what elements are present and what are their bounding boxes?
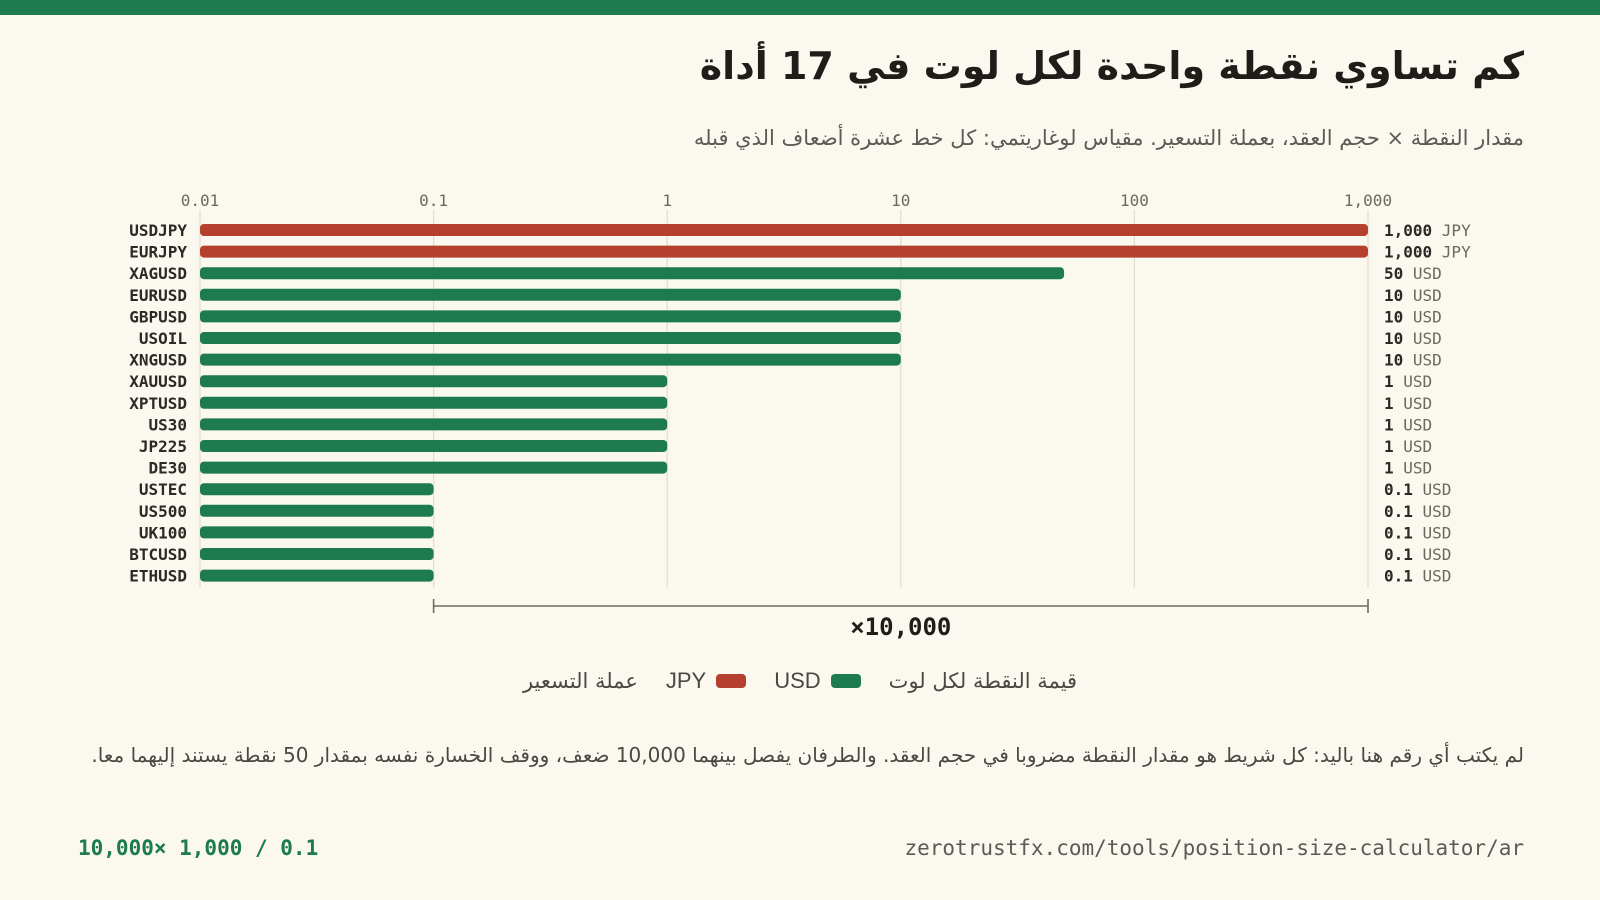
bar bbox=[200, 461, 668, 474]
x-tick-label: 0.1 bbox=[419, 191, 448, 210]
x-tick-label: 1,000 bbox=[1344, 191, 1392, 210]
category-label: XAGUSD bbox=[129, 264, 187, 283]
legend: قيمة النقطة لكل لوت USD JPY عملة التسعير bbox=[0, 668, 1600, 694]
bar bbox=[200, 569, 434, 582]
category-label: UK100 bbox=[139, 523, 187, 542]
bar bbox=[200, 483, 434, 496]
value-label: 0.1 USD bbox=[1384, 480, 1451, 499]
value-label: 1 USD bbox=[1384, 437, 1432, 456]
bar bbox=[200, 288, 901, 301]
footer-url[interactable]: zerotrustfx.com/tools/position-size-calc… bbox=[904, 836, 1524, 860]
value-label: 1 USD bbox=[1384, 372, 1432, 391]
x-tick-label: 1 bbox=[662, 191, 672, 210]
bar-chart: 0.01 0.1 1 10 100 1,000 USDJPY 1,000 JPY EURJPY 1… bbox=[129, 191, 1471, 640]
category-label: US30 bbox=[148, 415, 187, 434]
legend-item-jpy: JPY bbox=[665, 668, 747, 694]
bar bbox=[200, 440, 668, 452]
category-label: USDJPY bbox=[129, 221, 187, 240]
category-label: US500 bbox=[139, 502, 187, 521]
value-label: 1,000 JPY bbox=[1384, 221, 1471, 240]
bar bbox=[200, 375, 668, 388]
x-tick-label: 0.01 bbox=[181, 191, 220, 210]
value-label: 10 USD bbox=[1384, 351, 1442, 370]
value-label: 0.1 USD bbox=[1384, 502, 1451, 521]
value-label: 0.1 USD bbox=[1384, 545, 1451, 564]
category-label: EURJPY bbox=[129, 243, 187, 262]
category-label: USTEC bbox=[139, 480, 187, 499]
footer-formula: 10,000× 1,000 / 0.1 bbox=[78, 836, 319, 860]
value-label: 10 USD bbox=[1384, 307, 1442, 326]
category-label: JP225 bbox=[139, 437, 187, 456]
category-label: GBPUSD bbox=[129, 307, 187, 326]
category-label: XPTUSD bbox=[129, 394, 187, 413]
category-label: BTCUSD bbox=[129, 545, 187, 564]
bar bbox=[200, 396, 668, 409]
x-tick-label: 100 bbox=[1120, 191, 1149, 210]
legend-usd-label: USD bbox=[774, 668, 821, 693]
category-label: XAUUSD bbox=[129, 372, 187, 391]
bar bbox=[200, 548, 434, 560]
page-subtitle: مقدار النقطة × حجم العقد، بعملة التسعير.… bbox=[693, 126, 1524, 150]
value-label: 1,000 JPY bbox=[1384, 243, 1471, 262]
value-label: 0.1 USD bbox=[1384, 567, 1451, 586]
legend-title: قيمة النقطة لكل لوت bbox=[888, 669, 1078, 693]
bar bbox=[200, 504, 434, 517]
legend-trailing: عملة التسعير bbox=[522, 669, 638, 693]
bar bbox=[200, 332, 901, 344]
bar bbox=[200, 224, 1368, 236]
range-bracket-label: ×10,000 bbox=[850, 613, 951, 640]
bar bbox=[200, 310, 901, 323]
usd-swatch bbox=[830, 674, 861, 688]
category-label: EURUSD bbox=[129, 286, 187, 305]
value-label: 1 USD bbox=[1384, 415, 1432, 434]
page-title: كم تساوي نقطة واحدة لكل لوت في 17 أداة bbox=[699, 44, 1524, 88]
category-label: USOIL bbox=[139, 329, 187, 348]
value-label: 0.1 USD bbox=[1384, 523, 1451, 542]
bar bbox=[200, 267, 1065, 280]
category-label: ETHUSD bbox=[129, 567, 187, 586]
explanatory-note: لم يكتب أي رقم هنا باليد: كل شريط هو مقد… bbox=[91, 743, 1524, 767]
bar bbox=[200, 418, 668, 431]
value-label: 1 USD bbox=[1384, 394, 1432, 413]
value-label: 1 USD bbox=[1384, 459, 1432, 478]
x-tick-label: 10 bbox=[891, 191, 910, 210]
legend-jpy-label: JPY bbox=[665, 668, 707, 693]
bar bbox=[200, 526, 434, 539]
top-accent-bar bbox=[0, 0, 1600, 15]
jpy-swatch bbox=[716, 674, 747, 688]
bar bbox=[200, 353, 901, 366]
value-label: 10 USD bbox=[1384, 286, 1442, 305]
bar bbox=[200, 245, 1368, 258]
category-label: DE30 bbox=[148, 459, 187, 478]
value-label: 10 USD bbox=[1384, 329, 1442, 348]
legend-item-usd: USD bbox=[774, 668, 861, 694]
value-label: 50 USD bbox=[1384, 264, 1442, 283]
category-label: XNGUSD bbox=[129, 351, 187, 370]
